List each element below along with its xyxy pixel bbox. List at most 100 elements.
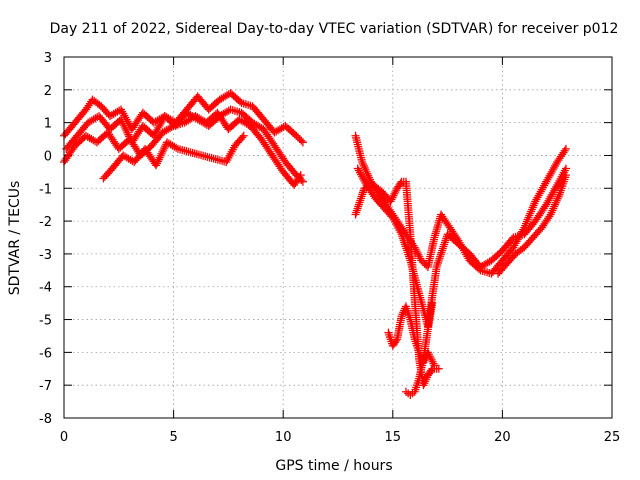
x-tick-label: 0 bbox=[60, 430, 68, 445]
y-tick-label: -1 bbox=[39, 182, 52, 197]
data-point bbox=[152, 161, 161, 170]
data-point bbox=[554, 192, 563, 201]
data-point bbox=[428, 299, 437, 308]
data-point bbox=[425, 352, 434, 361]
y-tick-label: 1 bbox=[44, 117, 52, 132]
data-point bbox=[549, 204, 558, 213]
data-point bbox=[355, 198, 364, 207]
data-point bbox=[398, 310, 407, 319]
data-point bbox=[440, 240, 449, 249]
data-point bbox=[154, 155, 163, 164]
data-point bbox=[358, 190, 367, 199]
y-tick-label: -3 bbox=[39, 248, 52, 263]
data-point bbox=[361, 165, 370, 174]
y-axis-label: SDTVAR / TECUs bbox=[7, 181, 23, 296]
data-point bbox=[352, 208, 361, 217]
data-point bbox=[551, 198, 560, 207]
data-point bbox=[352, 206, 361, 215]
data-point bbox=[354, 200, 363, 209]
data-point bbox=[435, 254, 444, 263]
x-tick-label: 25 bbox=[604, 430, 621, 445]
data-point bbox=[362, 167, 371, 176]
data-point bbox=[413, 248, 422, 257]
series-track-3 bbox=[60, 108, 305, 189]
y-tick-label: 2 bbox=[44, 84, 52, 99]
data-point bbox=[434, 364, 443, 373]
data-point bbox=[358, 158, 367, 167]
x-axis-label: GPS time / hours bbox=[275, 458, 392, 474]
data-point bbox=[439, 242, 448, 251]
series-track-9 bbox=[401, 299, 437, 400]
data-point bbox=[399, 308, 408, 317]
data-point bbox=[422, 375, 431, 384]
data-point bbox=[358, 159, 367, 168]
data-point bbox=[433, 260, 442, 269]
data-point bbox=[298, 177, 307, 186]
data-point bbox=[397, 312, 406, 321]
data-point bbox=[358, 188, 367, 197]
data-points bbox=[60, 89, 570, 400]
data-point bbox=[296, 171, 305, 180]
data-point bbox=[160, 144, 169, 153]
data-point bbox=[440, 238, 449, 247]
data-point bbox=[364, 171, 373, 180]
data-point bbox=[560, 146, 569, 155]
y-tick-label: -7 bbox=[39, 379, 52, 394]
data-point bbox=[437, 248, 446, 257]
data-point bbox=[159, 145, 168, 154]
x-tick-label: 15 bbox=[385, 430, 402, 445]
series-track-5 bbox=[351, 131, 570, 278]
data-point bbox=[420, 379, 429, 388]
data-point bbox=[430, 361, 439, 370]
data-point bbox=[155, 153, 164, 162]
data-point bbox=[421, 377, 430, 386]
y-tick-label: 0 bbox=[44, 149, 52, 164]
data-point bbox=[117, 117, 126, 126]
data-point bbox=[167, 123, 176, 132]
data-point bbox=[238, 133, 247, 142]
data-point bbox=[552, 196, 561, 205]
data-point bbox=[552, 182, 561, 191]
chart-title: Day 211 of 2022, Sidereal Day-to-day VTE… bbox=[50, 21, 619, 37]
y-tick-label: -4 bbox=[39, 281, 52, 296]
y-tick-label: -6 bbox=[39, 346, 52, 361]
x-tick-labels: 0 5 10 15 20 25 bbox=[60, 430, 620, 445]
series-track-10 bbox=[494, 171, 570, 278]
data-point bbox=[389, 191, 398, 200]
x-tick-label: 20 bbox=[494, 430, 511, 445]
plot-frame bbox=[63, 56, 613, 419]
data-point bbox=[156, 151, 165, 160]
x-tick-label: 10 bbox=[275, 430, 292, 445]
series-track-6 bbox=[353, 164, 570, 331]
data-point bbox=[123, 128, 132, 137]
data-point bbox=[392, 336, 401, 345]
data-point bbox=[547, 208, 556, 217]
data-point bbox=[548, 206, 557, 215]
data-point bbox=[356, 194, 365, 203]
data-point bbox=[118, 119, 127, 128]
data-point bbox=[434, 256, 443, 265]
y-tick-label: -8 bbox=[39, 412, 52, 427]
data-point bbox=[297, 136, 306, 145]
data-point bbox=[153, 157, 162, 166]
data-point bbox=[353, 204, 362, 213]
data-point bbox=[386, 197, 395, 206]
x-tick-label: 5 bbox=[169, 430, 177, 445]
data-point bbox=[414, 250, 423, 259]
data-point bbox=[152, 159, 161, 168]
data-point bbox=[351, 210, 360, 219]
y-tick-label: 3 bbox=[44, 51, 52, 66]
data-point bbox=[298, 138, 307, 147]
data-point bbox=[561, 144, 570, 153]
data-point bbox=[415, 252, 424, 261]
data-point bbox=[363, 169, 372, 178]
data-point bbox=[438, 244, 447, 253]
data-point bbox=[428, 357, 437, 366]
data-point bbox=[429, 359, 438, 368]
y-tick-labels: 3 2 1 0 -1 -2 -3 -4 -5 -6 -7 -8 bbox=[39, 51, 52, 427]
data-point bbox=[356, 196, 365, 205]
data-point bbox=[360, 163, 369, 172]
data-point bbox=[121, 124, 130, 133]
data-point bbox=[120, 123, 129, 132]
